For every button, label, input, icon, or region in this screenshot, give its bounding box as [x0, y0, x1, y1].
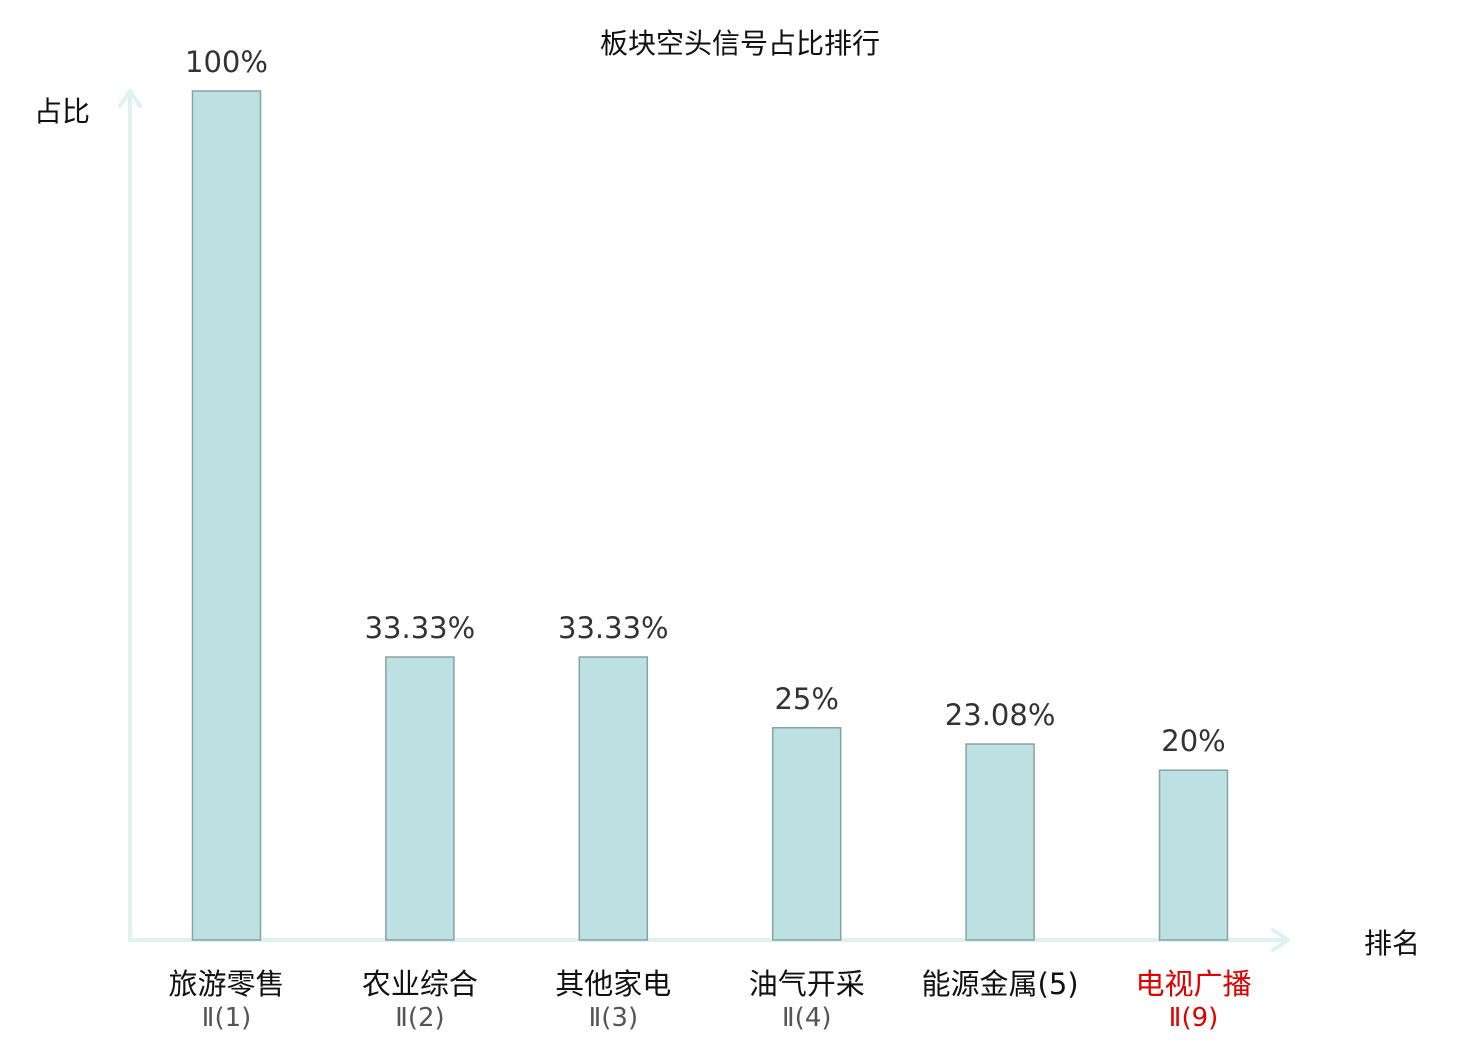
category-label-6: 电视广播	[1135, 967, 1251, 1001]
category-sublabel-6: Ⅱ(9)	[1169, 1003, 1219, 1033]
value-label-2: 33.33%	[365, 611, 476, 645]
bar-2	[385, 656, 455, 941]
category-label-3: 其他家电	[555, 967, 671, 1001]
value-label-4: 25%	[774, 682, 838, 716]
category-sublabel-4: Ⅱ(4)	[782, 1003, 832, 1033]
category-label-2: 农业综合	[362, 967, 478, 1001]
category-sublabel-3: Ⅱ(3)	[588, 1003, 638, 1033]
axes	[118, 89, 1290, 952]
bar-4	[771, 727, 842, 941]
y-axis-line	[118, 89, 142, 942]
x-axis-line	[128, 928, 1290, 952]
value-label-6: 20%	[1161, 724, 1225, 758]
bar-1	[191, 90, 262, 941]
category-label-1: 旅游零售	[168, 967, 284, 1001]
value-labels: 100% 33.33% 33.33% 25% 23.08% 20%	[185, 45, 1226, 758]
bar-3	[578, 656, 649, 941]
bar-6	[1158, 769, 1229, 941]
category-sublabel-1: Ⅱ(1)	[202, 1003, 252, 1033]
x-axis-label: 排名	[1364, 927, 1420, 960]
value-label-1: 100%	[185, 45, 268, 79]
y-axis-label: 占比	[34, 95, 90, 128]
value-label-5: 23.08%	[945, 698, 1056, 732]
category-sublabel-2: Ⅱ(2)	[395, 1003, 445, 1033]
bar-5	[965, 743, 1035, 941]
bars	[191, 90, 1229, 941]
category-label-4: 油气开采	[749, 967, 865, 1001]
chart-title: 板块空头信号占比排行	[600, 27, 880, 60]
category-label-5: 能源金属(5)	[922, 967, 1079, 1001]
value-label-3: 33.33%	[558, 611, 669, 645]
